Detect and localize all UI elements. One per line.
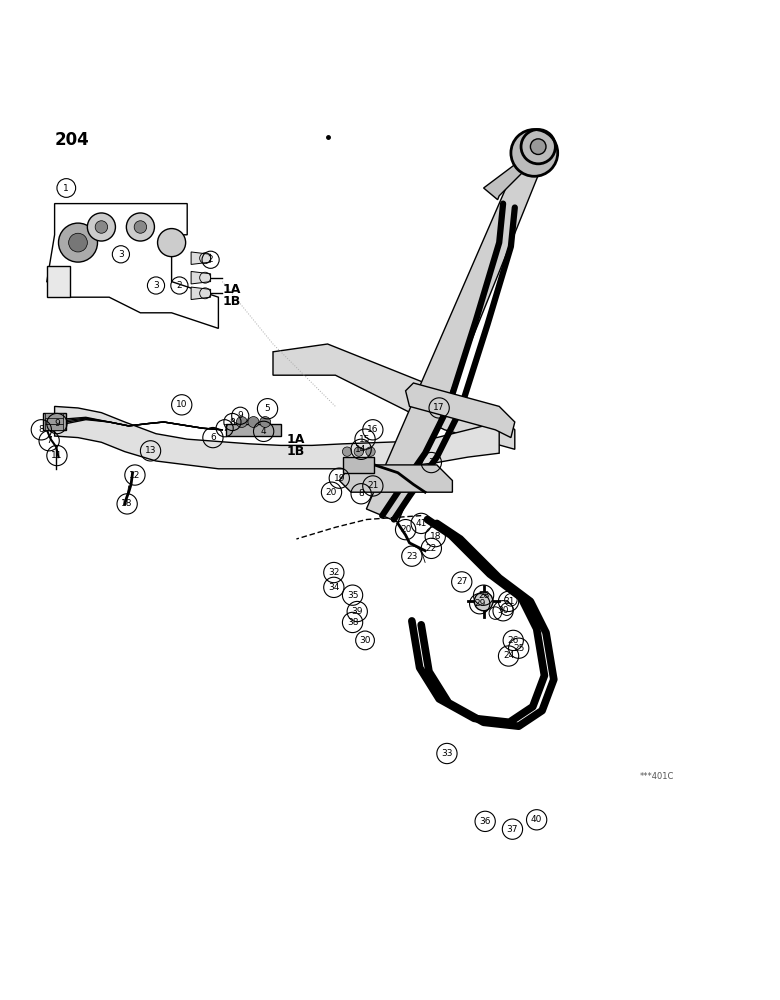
Polygon shape [343, 457, 374, 473]
Polygon shape [55, 406, 499, 469]
Polygon shape [406, 383, 515, 438]
Text: 39: 39 [352, 607, 363, 616]
Circle shape [511, 129, 558, 176]
Text: 33: 33 [441, 749, 452, 758]
Text: 29: 29 [474, 599, 485, 608]
Circle shape [260, 417, 271, 427]
Text: 7: 7 [222, 424, 228, 433]
Text: 23: 23 [406, 552, 417, 561]
Circle shape [69, 233, 87, 252]
Text: 32: 32 [328, 568, 339, 577]
Text: 4: 4 [261, 427, 267, 436]
Polygon shape [226, 424, 281, 436]
Circle shape [126, 213, 154, 241]
Polygon shape [43, 413, 66, 430]
Circle shape [474, 592, 493, 611]
Text: 36: 36 [480, 817, 491, 826]
Text: 8: 8 [38, 425, 44, 434]
Circle shape [248, 417, 259, 427]
Circle shape [236, 417, 247, 427]
Circle shape [87, 213, 115, 241]
Text: 8: 8 [358, 489, 364, 498]
Text: 3: 3 [428, 458, 434, 467]
Circle shape [58, 223, 98, 262]
Text: 9: 9 [54, 419, 60, 428]
Polygon shape [484, 165, 527, 200]
Text: 3: 3 [118, 250, 124, 259]
Text: 24: 24 [503, 652, 514, 660]
Circle shape [158, 229, 186, 257]
Text: 17: 17 [434, 403, 445, 412]
Text: 18: 18 [122, 499, 133, 508]
Text: 19: 19 [334, 474, 345, 483]
Polygon shape [45, 424, 63, 430]
Text: 10: 10 [176, 400, 187, 409]
Polygon shape [339, 465, 452, 492]
Text: 11: 11 [51, 451, 62, 460]
Text: 9: 9 [237, 411, 243, 420]
Text: 31: 31 [503, 597, 514, 606]
Text: 22: 22 [426, 544, 437, 553]
Text: 14: 14 [356, 445, 367, 454]
Text: 15: 15 [360, 435, 370, 444]
Text: 13: 13 [145, 446, 156, 455]
Text: 3: 3 [153, 281, 159, 290]
Text: 30: 30 [498, 606, 509, 615]
Text: 30: 30 [360, 636, 370, 645]
Text: 2: 2 [207, 255, 214, 264]
Text: 20: 20 [400, 525, 411, 534]
Text: 8: 8 [229, 418, 236, 427]
Text: 204: 204 [55, 131, 90, 149]
Text: 21: 21 [367, 481, 378, 490]
Text: ***401C: ***401C [640, 772, 674, 781]
Text: 37: 37 [507, 825, 518, 834]
Text: 20: 20 [326, 488, 337, 497]
Polygon shape [273, 344, 515, 449]
Text: 1: 1 [63, 184, 69, 193]
Polygon shape [191, 252, 211, 264]
Text: 16: 16 [367, 425, 378, 434]
Polygon shape [191, 271, 211, 284]
Text: 1A: 1A [287, 433, 306, 446]
Circle shape [342, 447, 352, 456]
Text: 35: 35 [347, 591, 358, 600]
Circle shape [530, 139, 546, 154]
Text: 2: 2 [176, 281, 183, 290]
Circle shape [95, 221, 108, 233]
Text: 34: 34 [328, 583, 339, 592]
Text: 25: 25 [513, 644, 524, 653]
Text: 27: 27 [456, 577, 467, 586]
Text: 1A: 1A [222, 283, 241, 296]
Text: 41: 41 [416, 519, 427, 528]
Text: 1B: 1B [287, 445, 305, 458]
Text: 6: 6 [210, 433, 216, 442]
Polygon shape [45, 413, 63, 419]
Text: 40: 40 [531, 815, 542, 824]
Text: 18: 18 [430, 532, 441, 541]
Polygon shape [367, 148, 545, 522]
Text: 5: 5 [264, 404, 271, 413]
Circle shape [366, 447, 375, 456]
Polygon shape [191, 287, 211, 300]
Text: 28: 28 [478, 591, 489, 600]
Text: 26: 26 [508, 636, 519, 645]
Polygon shape [47, 266, 70, 297]
Text: 1B: 1B [222, 295, 240, 308]
Text: 38: 38 [347, 618, 358, 627]
Circle shape [134, 221, 147, 233]
Text: 12: 12 [129, 471, 140, 480]
Polygon shape [45, 418, 63, 424]
Text: 7: 7 [46, 436, 52, 445]
Circle shape [354, 447, 363, 456]
